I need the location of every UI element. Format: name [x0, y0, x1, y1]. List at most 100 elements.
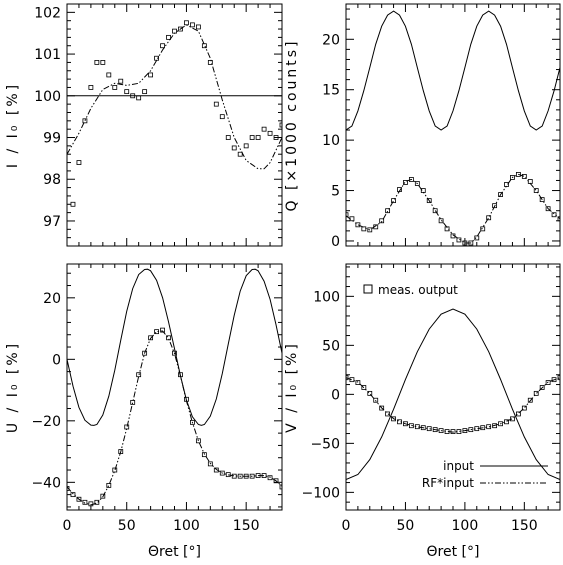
- data-point: [450, 233, 456, 239]
- data-point: [76, 496, 82, 502]
- data-point: [219, 470, 225, 476]
- data-point: [414, 181, 420, 186]
- x-tick-label: 50: [118, 518, 136, 534]
- data-point: [190, 22, 195, 28]
- data-point: [533, 188, 539, 193]
- data-point: [515, 172, 521, 177]
- data-point: [261, 126, 267, 132]
- plot-frame: [66, 3, 283, 247]
- data-point: [82, 499, 88, 505]
- data-point: [207, 461, 213, 467]
- data-point: [237, 151, 243, 157]
- data-point: [106, 72, 112, 78]
- data-point: [94, 60, 100, 65]
- series-line-dashdot: [346, 377, 560, 433]
- data-point: [100, 60, 106, 65]
- data-point: [504, 419, 509, 425]
- data-point: [438, 428, 444, 434]
- series-line-solid: [67, 268, 282, 426]
- data-point: [118, 449, 124, 454]
- data-point: [279, 122, 282, 128]
- data-point: [492, 423, 498, 429]
- data-point: [456, 237, 462, 243]
- data-point: [243, 143, 249, 149]
- y-axis-label: I / I₀ [%]: [5, 82, 21, 168]
- data-point: [557, 375, 560, 381]
- data-point: [190, 419, 195, 425]
- data-point: [273, 135, 279, 140]
- data-point: [237, 473, 243, 479]
- data-point: [397, 187, 402, 192]
- data-point: [403, 180, 408, 185]
- data-point: [172, 350, 177, 356]
- data-point: [124, 424, 130, 430]
- y-tick-label: 20: [43, 291, 61, 307]
- legend-marker-square: [363, 284, 373, 294]
- data-point: [118, 78, 124, 84]
- legend-label: RF*input: [422, 476, 474, 490]
- data-point: [385, 411, 391, 417]
- y-tick-label: 101: [34, 47, 61, 63]
- data-point: [231, 473, 237, 479]
- series-line-dashdot: [67, 24, 282, 170]
- data-point: [492, 203, 498, 209]
- data-point: [243, 473, 249, 479]
- series-group: [67, 20, 282, 207]
- data-point: [551, 212, 557, 218]
- data-point: [420, 425, 426, 431]
- data-point: [160, 327, 165, 333]
- y-tick-label: 99: [43, 131, 61, 147]
- y-axis-label: V / I₀ [%]: [284, 341, 300, 433]
- data-point: [201, 43, 207, 49]
- data-point: [539, 385, 545, 390]
- data-point: [474, 426, 480, 432]
- data-point: [261, 473, 267, 478]
- legend-label-meas-output: meas. output: [378, 283, 458, 297]
- data-point: [385, 208, 391, 214]
- data-point: [106, 482, 112, 488]
- data-point: [426, 426, 432, 432]
- data-point: [510, 175, 515, 180]
- data-point: [100, 493, 106, 499]
- data-point: [450, 429, 456, 434]
- data-point: [462, 428, 468, 434]
- data-point: [255, 135, 261, 140]
- data-point: [539, 197, 545, 203]
- y-tick-label: 97: [43, 214, 61, 230]
- data-point: [486, 424, 492, 430]
- data-point: [136, 372, 142, 378]
- y-axis-label: U / I₀ [%]: [5, 341, 21, 433]
- y-tick-label: 10: [322, 133, 340, 149]
- data-point: [486, 215, 492, 221]
- series-line-solid: [346, 10, 560, 131]
- data-point: [444, 226, 450, 232]
- data-point: [130, 93, 136, 99]
- panel-top-right: 0 5 10 15 20 Q [×1000 counts]: [284, 3, 561, 250]
- data-point: [504, 182, 509, 187]
- x-tick-label: 100: [452, 518, 479, 534]
- data-point: [373, 397, 379, 403]
- x-tick-label: 0: [63, 518, 72, 534]
- data-point: [426, 198, 432, 204]
- data-point: [438, 218, 444, 224]
- data-point: [468, 427, 474, 433]
- data-point: [498, 192, 503, 197]
- y-tick-label: 0: [331, 234, 340, 250]
- series-line-dashdot: [67, 330, 282, 506]
- data-point: [480, 226, 486, 232]
- data-point: [67, 486, 70, 491]
- data-point: [249, 135, 255, 140]
- panel-bottom-right: 0 50 100 150 −100 −50 0 50 100 V / I₀ [%] Θret [°]…: [284, 263, 561, 560]
- series-line-dashdot: [346, 173, 560, 244]
- data-point: [130, 399, 136, 405]
- data-point: [367, 390, 373, 396]
- data-point: [195, 24, 201, 30]
- data-point: [420, 188, 426, 193]
- data-point: [533, 390, 539, 396]
- data-point: [213, 101, 219, 107]
- x-tick-label: 50: [397, 518, 415, 534]
- panel-bottom-left: 0 50 100 150 −40 −20 0 20 U / I₀ [%] Θret [°]: [5, 263, 283, 560]
- panel-top-left: 97 98 99 100 101 102 I / I₀ [%]: [5, 3, 283, 247]
- data-point: [521, 405, 527, 411]
- data-point: [225, 135, 231, 140]
